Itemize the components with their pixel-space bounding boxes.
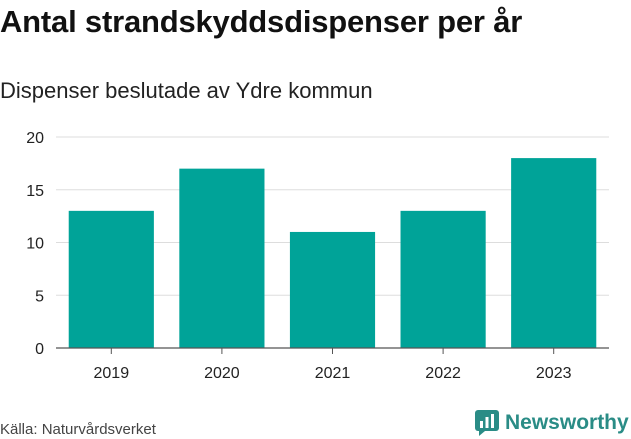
y-tick-label: 0	[35, 341, 44, 358]
y-tick-label: 5	[35, 288, 44, 305]
source-note: Källa: Naturvårdsverket	[0, 421, 156, 438]
bar-2023	[511, 158, 597, 348]
bar-2022	[400, 210, 486, 348]
brand-name: Newsworthy	[505, 411, 629, 434]
y-axis-labels: 0 5 10 15 20	[26, 130, 44, 358]
bar-2021	[289, 231, 376, 348]
x-tick-label: 2023	[536, 365, 572, 382]
bar-2020	[179, 168, 265, 348]
y-tick-label: 15	[26, 183, 44, 200]
brand-logo: Newsworthy	[475, 408, 629, 438]
bar-2019	[68, 210, 154, 348]
x-tick-label: 2021	[315, 365, 351, 382]
newsworthy-logo-icon	[475, 410, 499, 436]
y-tick-label: 20	[26, 130, 44, 147]
x-axis-ticks	[110, 348, 555, 354]
x-tick-label: 2020	[204, 365, 240, 382]
bars	[68, 158, 597, 348]
chart-subtitle: Dispenser beslutade av Ydre kommun	[0, 78, 373, 103]
x-tick-label: 2022	[425, 365, 461, 382]
bar-chart: 0 5 10 15 20 2019 2020 2021 2022 2023	[26, 130, 609, 382]
x-axis-labels: 2019 2020 2021 2022 2023	[94, 365, 572, 382]
x-tick-label: 2019	[94, 365, 130, 382]
y-tick-label: 10	[26, 236, 44, 253]
chart-title: Antal strandskyddsdispenser per år	[0, 4, 523, 39]
